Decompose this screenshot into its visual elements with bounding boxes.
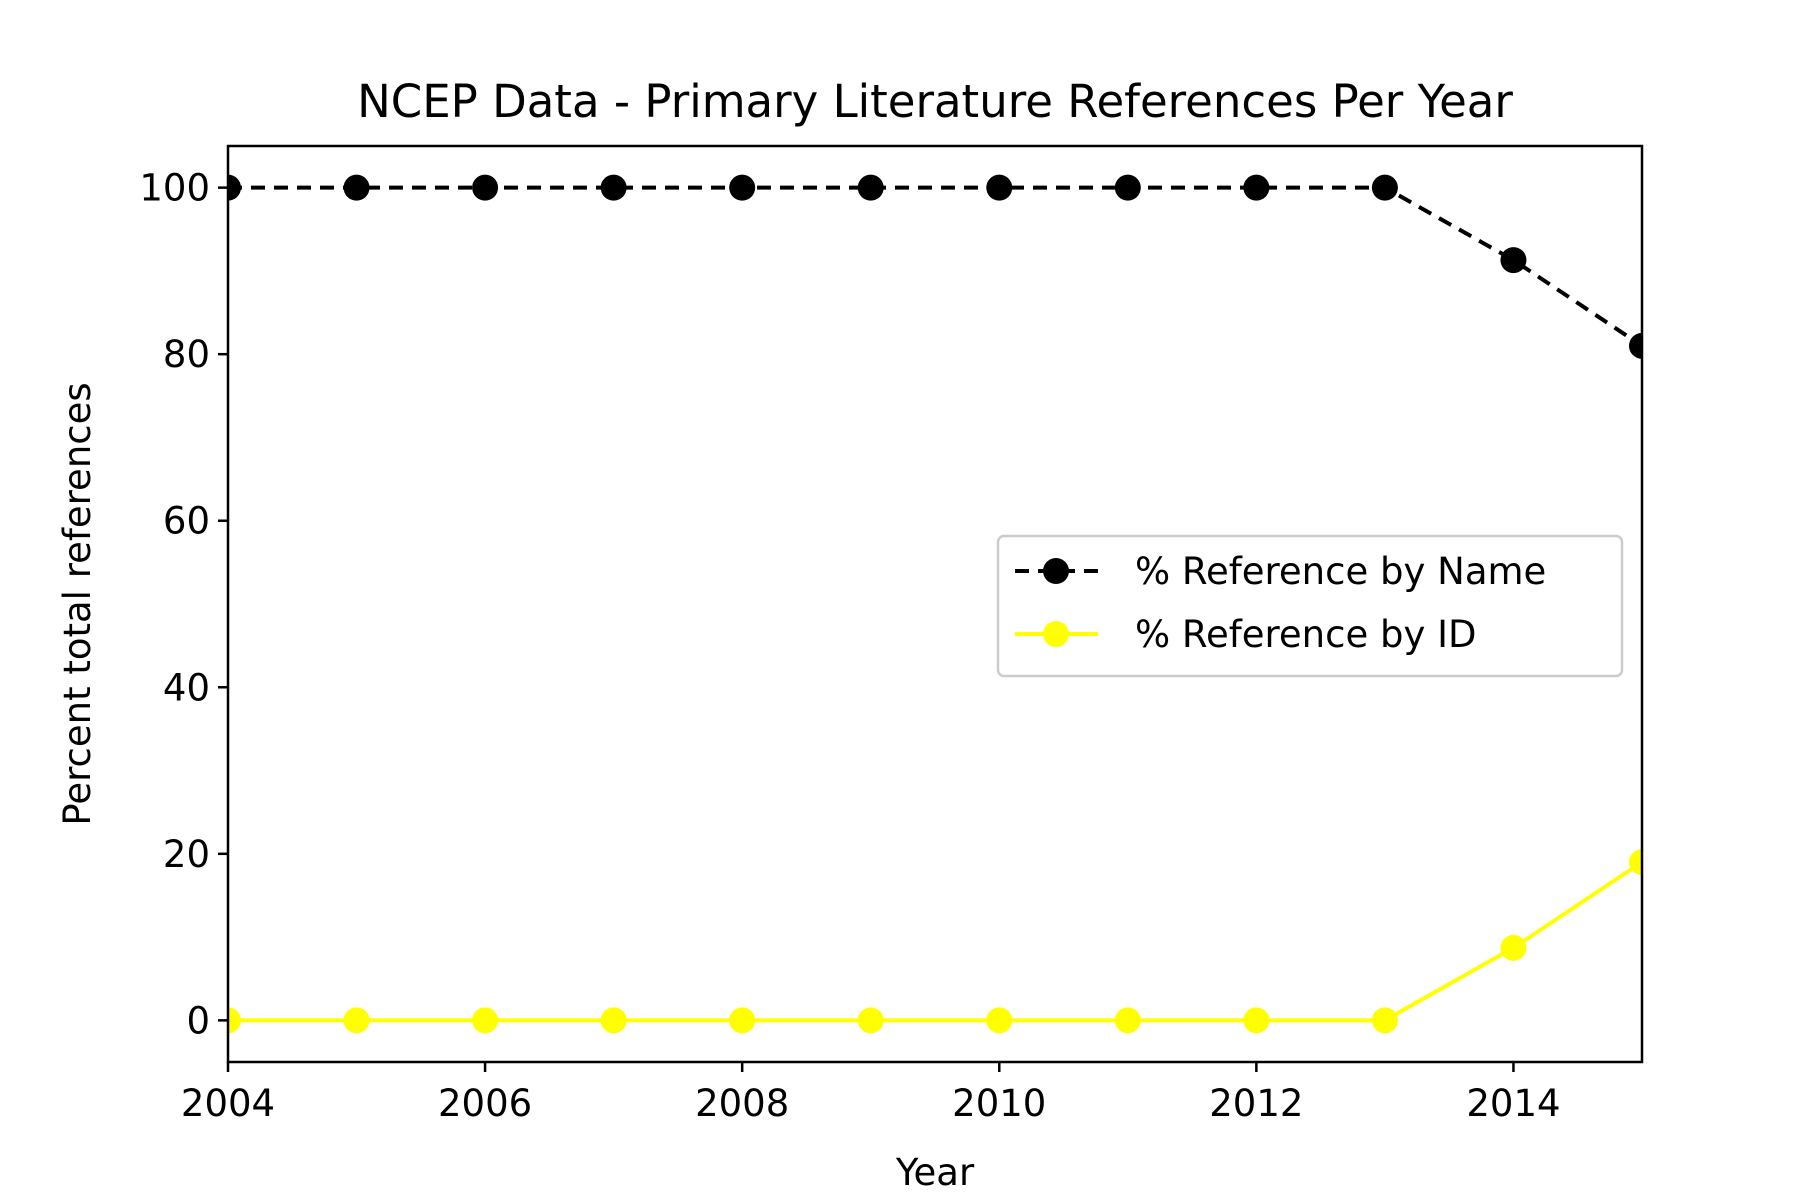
chart-title: NCEP Data - Primary Literature Reference… <box>357 75 1513 128</box>
legend-swatch-marker <box>1043 621 1069 647</box>
legend-item: % Reference by Name <box>1015 550 1546 593</box>
data-point <box>1500 247 1527 274</box>
data-point <box>729 174 756 201</box>
data-point <box>343 174 370 201</box>
y-axis: 0 20 40 60 80 100 <box>139 167 228 1042</box>
series-line <box>228 185 1642 348</box>
legend-item: % Reference by ID <box>1015 613 1477 656</box>
data-point <box>1629 332 1642 359</box>
y-tick-label: 60 <box>163 500 210 543</box>
legend-label: % Reference by ID <box>1135 613 1477 656</box>
data-point <box>600 1007 627 1034</box>
y-axis-label: Percent total references <box>56 382 99 825</box>
legend-label: % Reference by Name <box>1135 550 1546 593</box>
data-point <box>472 174 499 201</box>
data-point <box>857 174 884 201</box>
x-axis: 2004 2006 2008 2010 2012 2014 <box>181 1062 1561 1125</box>
data-point <box>228 174 241 201</box>
data-point <box>1629 849 1642 876</box>
y-tick-label: 100 <box>139 167 210 210</box>
data-point <box>228 1007 241 1034</box>
data-point <box>1243 174 1270 201</box>
legend: % Reference by Name % Reference by ID <box>996 534 1624 678</box>
data-point <box>472 1007 499 1034</box>
legend-swatch-marker <box>1043 558 1069 584</box>
x-axis-label: Year <box>895 1151 975 1194</box>
x-tick-label: 2014 <box>1466 1082 1560 1125</box>
data-point <box>1371 1007 1398 1034</box>
data-point <box>1114 174 1141 201</box>
y-tick-label: 80 <box>163 333 210 376</box>
series-0 <box>228 174 1642 359</box>
y-tick-label: 40 <box>163 666 210 709</box>
x-tick-label: 2010 <box>952 1082 1046 1125</box>
data-point <box>600 174 627 201</box>
x-tick-label: 2012 <box>1209 1082 1303 1125</box>
series-1 <box>228 849 1642 1034</box>
data-point <box>1243 1007 1270 1034</box>
data-point <box>729 1007 756 1034</box>
series-layer <box>228 174 1642 1034</box>
data-point <box>986 174 1013 201</box>
y-tick-label: 20 <box>163 833 210 876</box>
x-tick-label: 2008 <box>695 1082 789 1125</box>
data-point <box>986 1007 1013 1034</box>
data-point <box>343 1007 370 1034</box>
legend-box <box>996 534 1624 678</box>
plot-frame <box>226 144 1644 1064</box>
x-tick-label: 2006 <box>438 1082 532 1125</box>
data-point <box>1500 934 1527 961</box>
y-tick-label: 0 <box>186 999 210 1042</box>
x-tick-label: 2004 <box>181 1082 275 1125</box>
data-point <box>1371 174 1398 201</box>
data-point <box>857 1007 884 1034</box>
series-line <box>228 860 1642 1023</box>
data-point <box>1114 1007 1141 1034</box>
